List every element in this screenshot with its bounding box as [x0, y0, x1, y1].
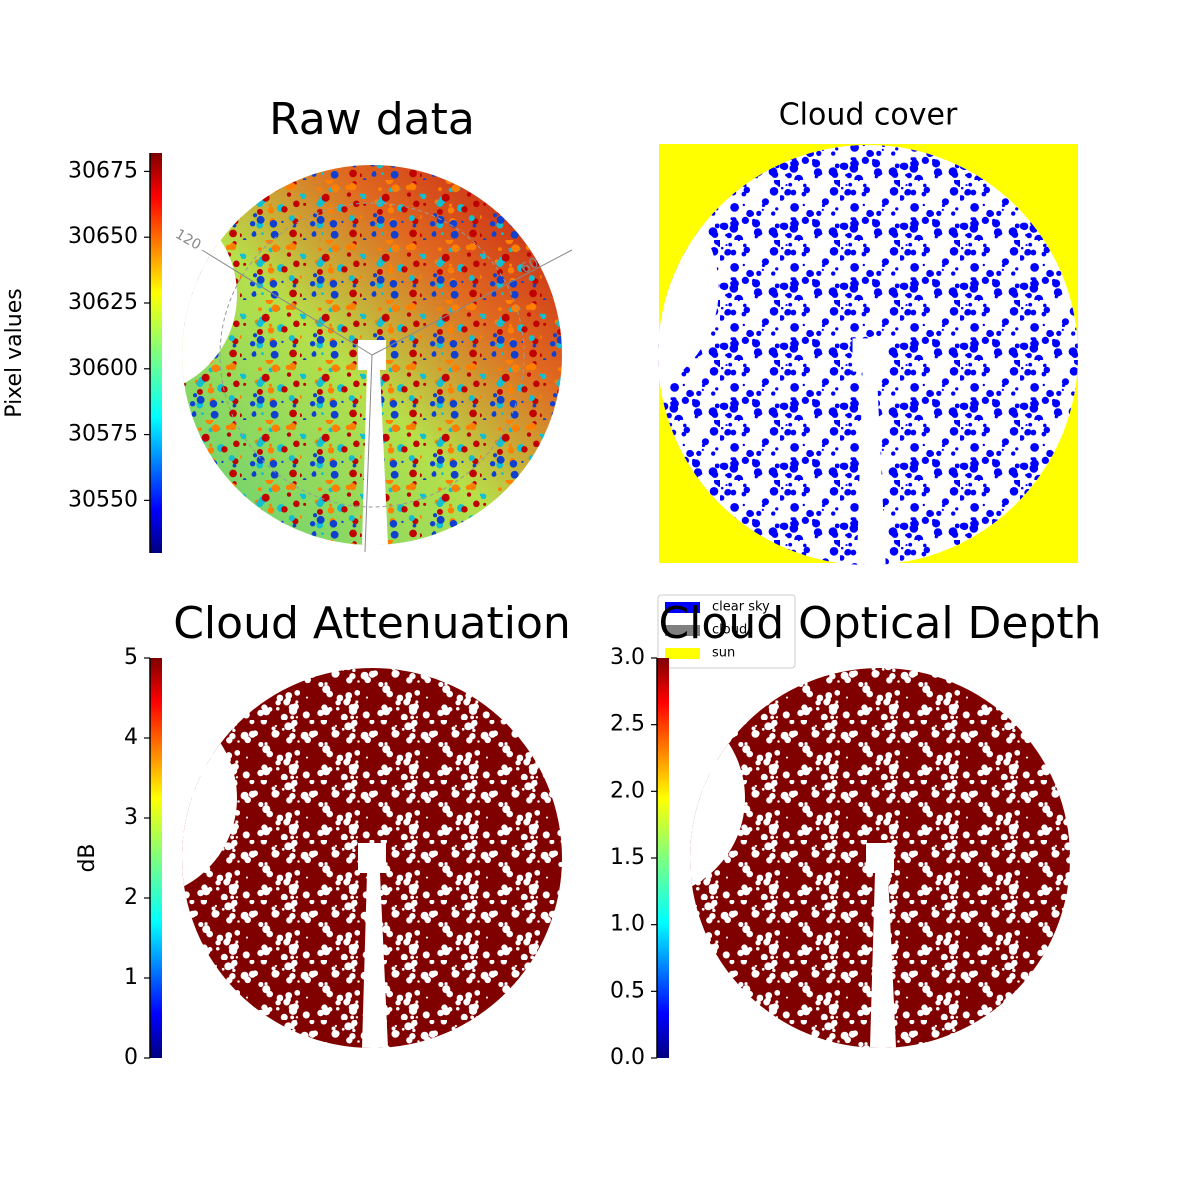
- panel: Cloud cover clear sky cloud sun: [657, 98, 1078, 669]
- colorbar-tick-label: 30625: [68, 290, 138, 315]
- mast-mask: [358, 340, 388, 545]
- colorbar-tick-label: 2: [124, 885, 138, 910]
- colorbar-tick-label: 3: [124, 805, 138, 830]
- colorbar-tick-label: 1: [124, 965, 138, 990]
- colorbar: [150, 658, 162, 1058]
- masked-region: [690, 698, 745, 898]
- colorbar-tick-label: 30575: [68, 422, 138, 447]
- colorbar-tick-label: 2.0: [610, 778, 645, 803]
- colorbar-tick-label: 30650: [68, 224, 138, 249]
- legend-label: clear sky: [712, 600, 770, 615]
- panel-title: Raw data: [269, 94, 475, 145]
- sky-image: [182, 668, 562, 1048]
- mast-mask: [852, 338, 886, 565]
- azimuth-line: [201, 249, 373, 356]
- panel-title: Cloud cover: [779, 98, 958, 133]
- mast-mask: [358, 843, 388, 1048]
- colorbar-tick-label: 0.5: [610, 978, 645, 1003]
- legend-swatch: [665, 625, 700, 636]
- colorbar-label: Pixel values: [2, 288, 27, 417]
- colorbar-tick-label: 1.0: [610, 912, 645, 937]
- colorbar: [150, 153, 162, 553]
- panel-title: Cloud Attenuation: [173, 598, 571, 649]
- colorbar: [657, 658, 669, 1058]
- panel-title: Cloud Optical Depth: [658, 598, 1101, 649]
- azimuth-line: [371, 249, 573, 356]
- colorbar-label: dB: [75, 843, 100, 872]
- colorbar-tick-label: 5: [124, 645, 138, 670]
- legend-label: sun: [712, 646, 735, 661]
- azimuth-label: 60: [518, 255, 541, 278]
- colorbar-tick-label: 3.0: [610, 645, 645, 670]
- colorbar-tick-label: 0: [124, 1045, 138, 1070]
- colorbar-tick-label: 2.5: [610, 712, 645, 737]
- elevation-ring: [219, 202, 525, 508]
- colorbar-tick-label: 0.0: [610, 1045, 645, 1070]
- azimuth-line: [364, 354, 373, 553]
- panel: Cloud Optical Depth 0.0 0.5 1.0 1.5 2.0 2.5 3.0: [610, 598, 1102, 1070]
- panel: Raw data 120 60 30550 30575 30600 30625 30650 30…: [2, 94, 573, 553]
- colorbar-tick-label: 30550: [68, 487, 138, 512]
- legend-label: cloud: [712, 623, 747, 638]
- colorbar-tick-label: 1.5: [610, 845, 645, 870]
- legend-swatch: [665, 602, 700, 613]
- azimuth-label: 120: [172, 226, 203, 253]
- colorbar-tick-label: 30675: [68, 158, 138, 183]
- panel: Cloud Attenuation 0 1 2 3 4 5 dB: [75, 598, 571, 1070]
- mast-mask: [866, 843, 896, 1048]
- sky-image: [658, 145, 1078, 565]
- colorbar-tick-label: 30600: [68, 356, 138, 381]
- colorbar-tick-label: 4: [124, 725, 138, 750]
- legend-swatch: [665, 648, 700, 659]
